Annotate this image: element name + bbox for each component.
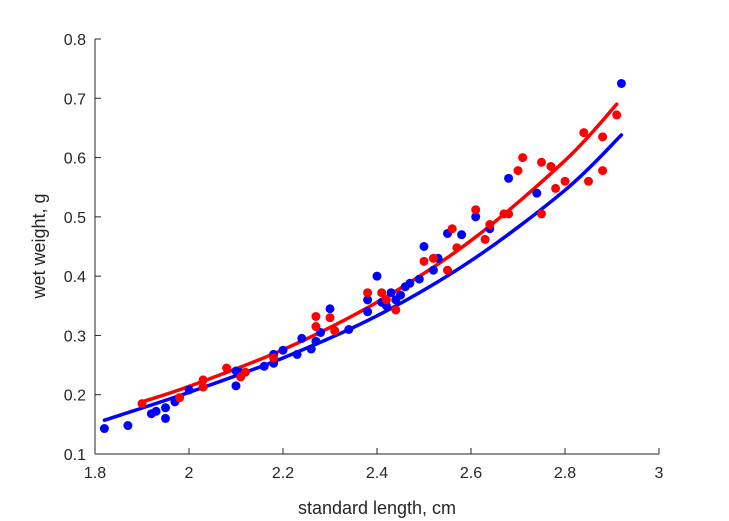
y-tick-label: 0.5 [64, 210, 86, 227]
data-point-0 [184, 385, 194, 395]
data-point-0 [161, 413, 170, 423]
data-point-1 [391, 305, 401, 315]
data-point-0 [372, 271, 382, 281]
x-tick-label: 2.8 [554, 465, 576, 482]
data-point-1 [546, 161, 556, 171]
data-point-1 [363, 288, 373, 298]
y-tick-label: 0.3 [64, 328, 86, 345]
data-point-1 [447, 224, 457, 234]
data-point-0 [278, 345, 288, 355]
data-point-1 [579, 128, 589, 138]
data-point-0 [504, 173, 514, 183]
data-point-0 [292, 349, 302, 359]
data-point-1 [537, 157, 546, 167]
x-tick-label: 2.4 [366, 465, 388, 482]
x-tick-label: 1.8 [84, 465, 106, 482]
data-point-0 [396, 290, 405, 300]
data-point-1 [325, 313, 335, 323]
data-point-1 [198, 382, 208, 392]
data-point-1 [598, 132, 608, 142]
data-point-1 [584, 176, 593, 186]
x-tick-label: 2 [185, 465, 194, 482]
data-point-0 [325, 304, 335, 314]
data-point-0 [363, 307, 373, 317]
y-tick-label: 0.1 [64, 447, 86, 464]
data-point-0 [428, 265, 438, 275]
data-point-0 [306, 344, 316, 354]
fit-curve-1 [140, 102, 619, 404]
data-point-0 [419, 242, 429, 251]
data-point-0 [344, 325, 354, 334]
x-axis-label: standard length, cm [298, 498, 456, 518]
data-point-1 [419, 256, 429, 266]
data-point-0 [123, 421, 133, 431]
data-point-0 [231, 381, 241, 391]
y-ticks: 0.1 0.2 0.3 0.4 0.5 0.6 0.7 0.8 [64, 32, 101, 464]
data-point-1 [612, 110, 622, 120]
data-point-1 [377, 288, 387, 298]
data-point-1 [480, 234, 490, 244]
data-point-0 [616, 78, 626, 88]
data-point-1 [269, 353, 279, 363]
y-tick-label: 0.2 [64, 388, 86, 405]
data-point-1 [222, 363, 232, 373]
data-point-1 [175, 393, 185, 403]
data-point-1 [240, 367, 250, 377]
data-point-0 [311, 336, 321, 346]
data-point-1 [504, 209, 514, 219]
x-tick-label: 2.2 [272, 465, 294, 482]
data-point-0 [532, 188, 542, 198]
y-tick-label: 0.4 [64, 269, 86, 286]
data-point-1 [598, 166, 608, 176]
data-point-1 [560, 176, 570, 186]
data-point-0 [151, 406, 161, 416]
data-point-1 [537, 209, 546, 219]
data-point-1 [471, 205, 481, 215]
plot-background [95, 39, 659, 454]
data-point-1 [452, 243, 462, 253]
x-ticks: 1.8 2 2.2 2.4 2.6 2.8 3 [84, 448, 664, 482]
x-tick-label: 3 [655, 465, 664, 482]
data-point-1 [198, 375, 208, 385]
data-point-1 [330, 326, 340, 336]
data-point-1 [443, 265, 452, 275]
data-points [99, 78, 626, 434]
data-point-0 [99, 424, 109, 434]
data-point-0 [414, 274, 424, 284]
y-tick-label: 0.8 [64, 32, 86, 49]
y-tick-label: 0.7 [64, 91, 86, 108]
data-point-1 [381, 295, 391, 305]
data-point-0 [363, 295, 373, 305]
data-point-1 [428, 253, 438, 263]
data-point-0 [471, 212, 481, 222]
y-tick-label: 0.6 [64, 151, 86, 168]
data-point-1 [311, 311, 321, 321]
data-point-1 [485, 220, 495, 230]
data-point-1 [513, 166, 523, 176]
data-point-0 [297, 333, 307, 343]
data-point-1 [518, 153, 528, 163]
data-point-1 [551, 183, 561, 193]
data-point-0 [405, 278, 415, 288]
y-axis-label: wet weight, g [29, 193, 49, 299]
x-tick-label: 2.6 [460, 465, 482, 482]
data-point-0 [259, 361, 269, 371]
data-point-0 [386, 288, 396, 298]
data-point-0 [161, 403, 170, 413]
data-point-0 [457, 230, 467, 240]
data-point-1 [137, 399, 147, 409]
data-point-1 [311, 322, 321, 332]
